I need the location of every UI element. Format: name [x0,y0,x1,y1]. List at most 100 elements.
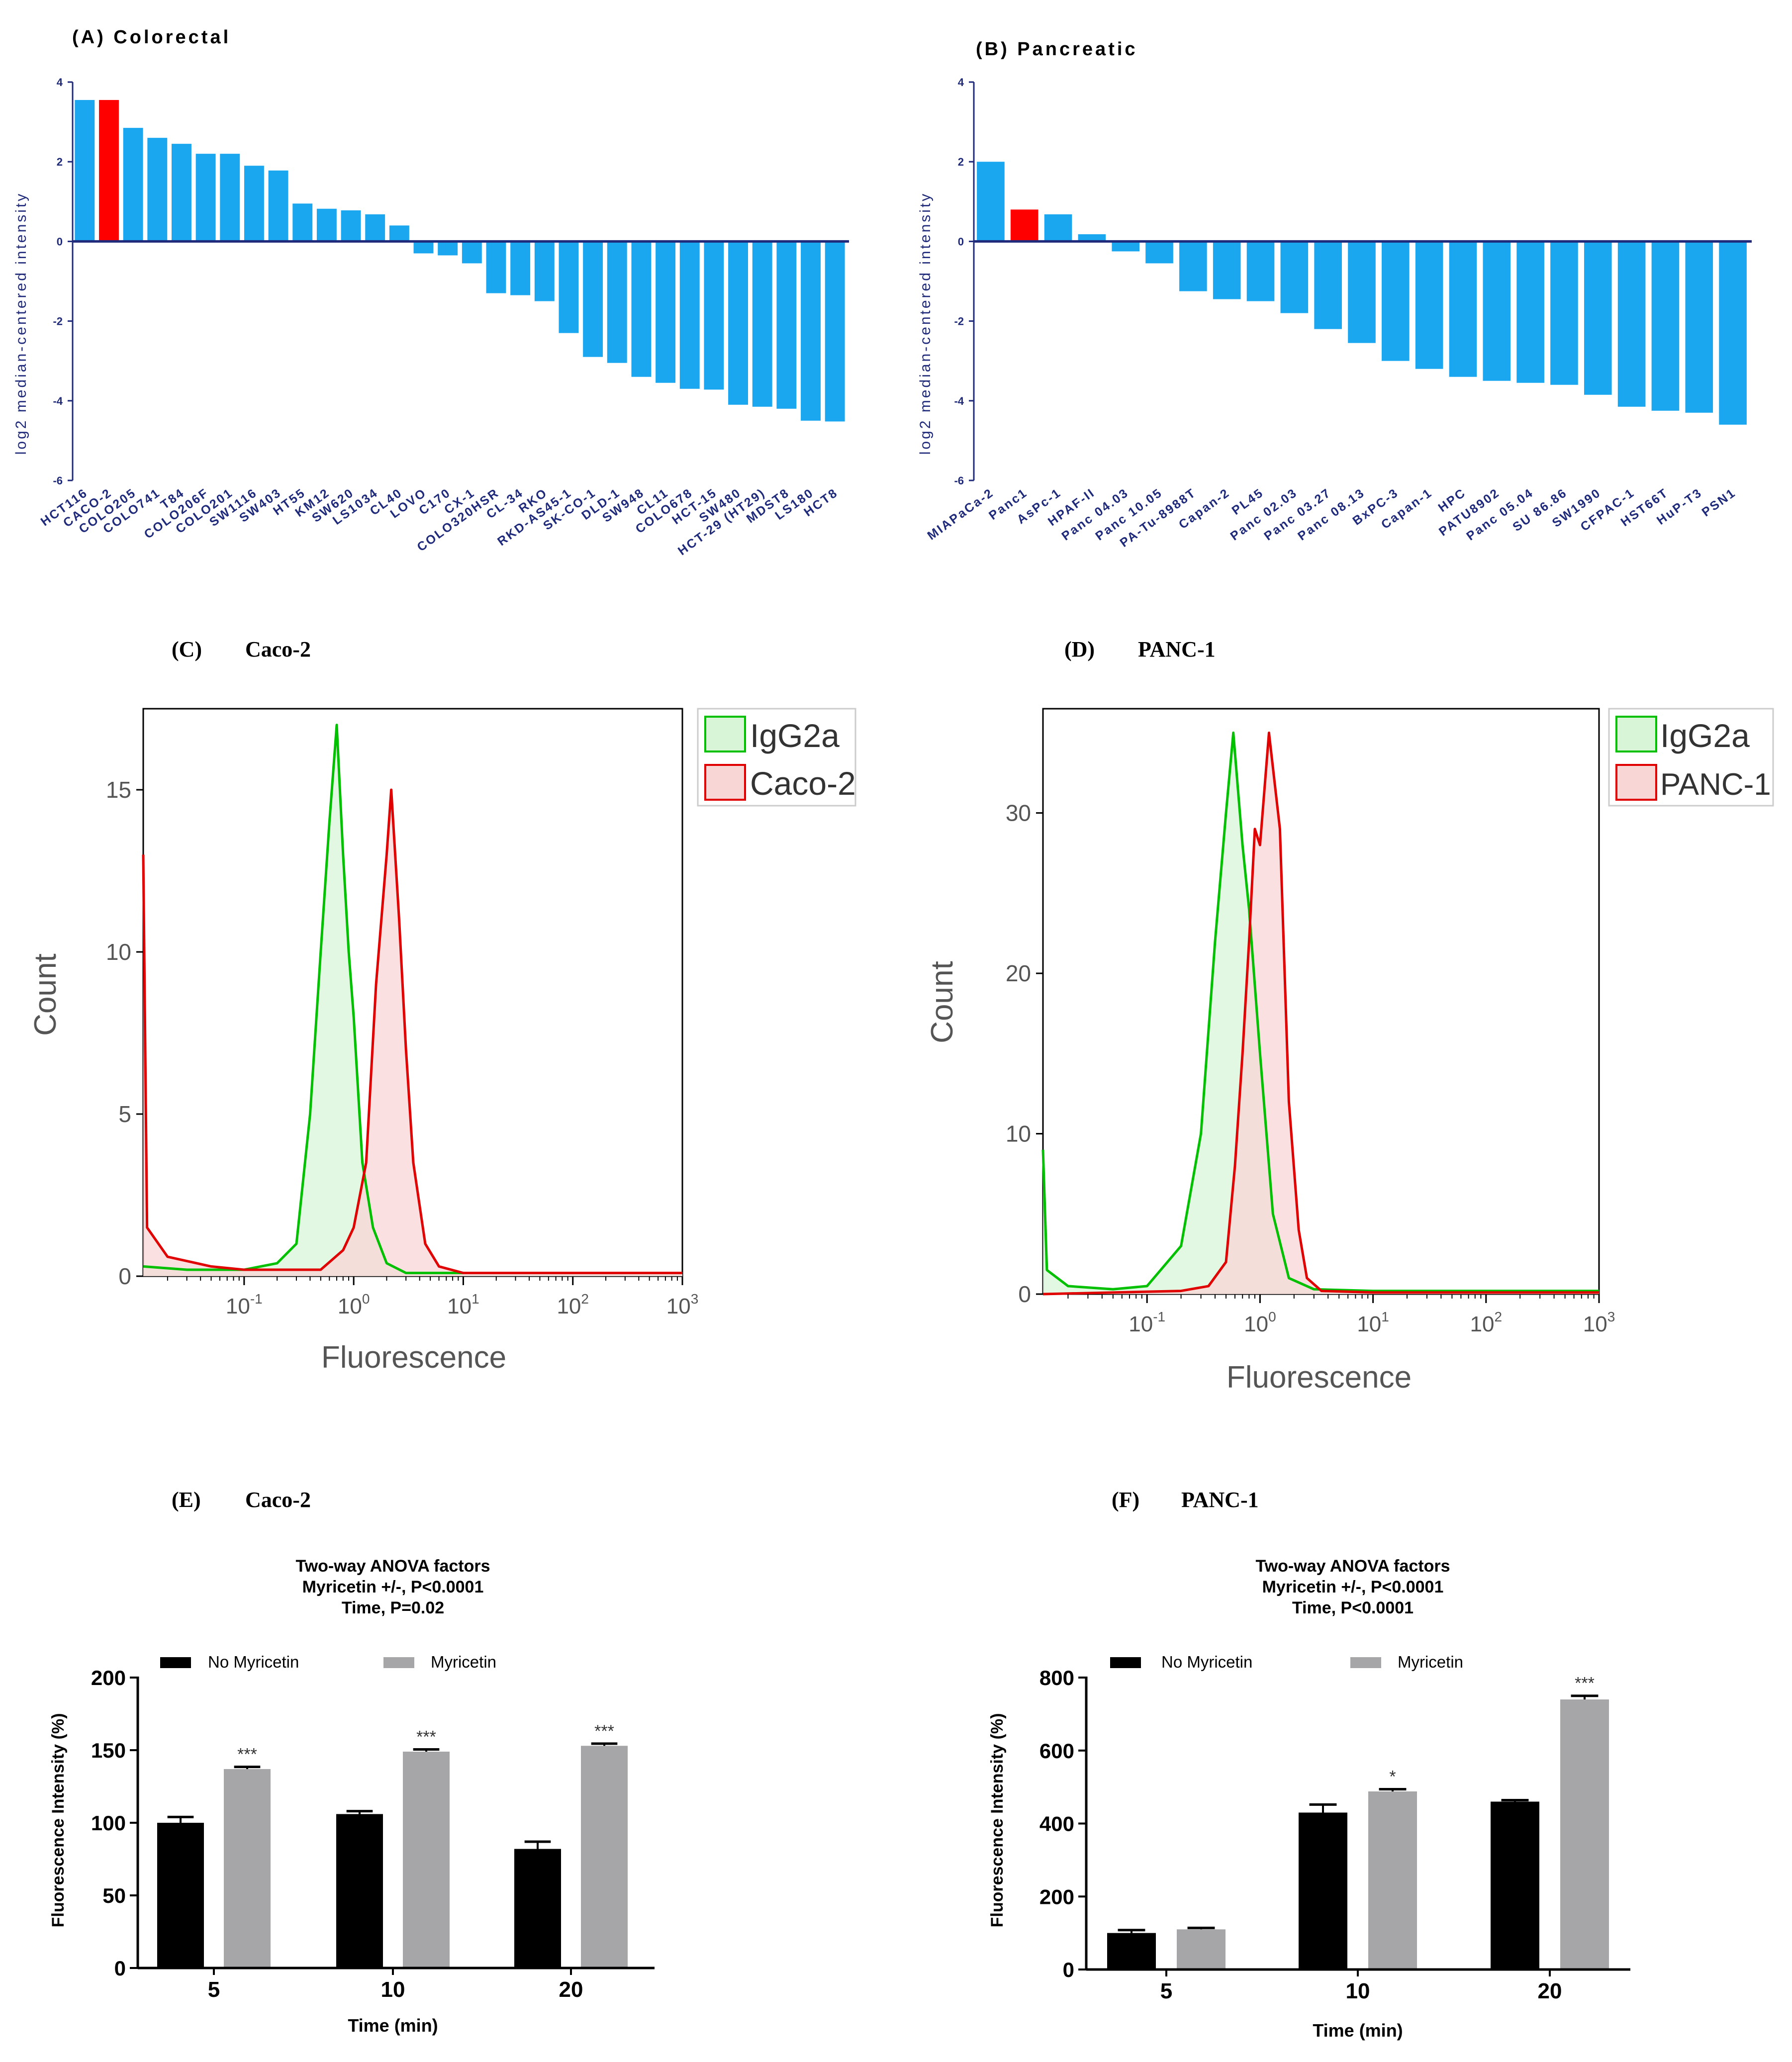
bar-myricetin-20 [1560,1699,1609,1969]
y-tick-label: 0 [1018,1281,1031,1307]
y-tick-label: 150 [91,1739,126,1762]
significance-mark-20: *** [594,1722,614,1741]
bar-no-myricetin-20 [514,1849,561,1968]
panel-e-legend: No Myricetin Myricetin [160,1653,496,1671]
bar-pl45 [1246,241,1275,301]
bar-colo320hsr [486,241,506,293]
x-tick-label-5: 5 [208,1977,220,2002]
bar-patu8902 [1483,241,1511,381]
panel-b-y-ticks: 4 2 0 -2 -4 -6 [954,76,1752,487]
panel-f-legend: No Myricetin Myricetin [1110,1653,1463,1671]
bar-panc1 [1010,209,1038,242]
bar-dld-1 [607,241,627,363]
x-tick-label: 103 [666,1291,699,1318]
bar-myricetin-5 [224,1769,271,1968]
hist-fill-caco-2 [143,790,682,1276]
x-tick-label: 101 [447,1291,479,1318]
y-tick-label: 400 [1039,1812,1074,1836]
panel-f-stats-line-3: Time, P<0.0001 [1292,1598,1414,1617]
panel-b-title: (B) Pancreatic [976,39,1138,60]
panel-f-title: PANC-1 [1181,1488,1259,1512]
bar-bxpc-3 [1382,241,1410,361]
bar-hup-t3 [1685,241,1713,413]
bar-rkd-as45-1 [559,241,579,333]
significance-mark-20: *** [1575,1674,1595,1693]
bar-panc-05-04 [1516,241,1544,383]
y-tick-label: 0 [114,1957,126,1980]
bar-rko [534,241,555,301]
panel-e-stats-line-1: Two-way ANOVA factors [295,1557,490,1576]
bar-no-myricetin-20 [1491,1801,1539,1969]
panel-d-title: PANC-1 [1138,637,1216,661]
x-tick-label: 100 [1244,1309,1276,1336]
panel-d-legend-igg2a-swatch [1615,716,1657,752]
x-tick-label-20: 20 [559,1977,583,2002]
panel-e-legend-myricetin-swatch [383,1657,414,1668]
bar-hst66t [1651,241,1680,411]
bar-no-myricetin-5 [157,1823,204,1968]
panel-c-title: Caco-2 [245,637,311,661]
bar-km12 [316,208,337,242]
bar-capan-2 [1213,241,1241,299]
hist-outline-caco-2 [142,788,682,1274]
panel-d-label: (D) [1064,637,1095,661]
bar-cfpac-1 [1617,241,1646,407]
bar-hct8 [825,241,845,422]
bar-colo678 [679,241,700,389]
panel-e-plot: *** *** *** 0 50 100 150 200 5 10 20 [91,1666,655,2002]
panel-b-bars [977,162,1747,425]
panel-d: (D) PANC-1 Count Fluorescence 0 10 20 30 10-… [925,637,1774,1395]
bar-mdst8 [776,241,797,409]
panel-f-label: (F) [1112,1488,1139,1512]
bar-ls180 [801,241,821,421]
x-tick-label: 103 [1583,1309,1615,1336]
bar-cl-34 [510,241,531,295]
y-tick-label: 2 [57,156,63,168]
bar-sw1116 [244,166,264,242]
x-tick-label: 102 [557,1291,589,1318]
bar-pa-tu-8988t [1179,241,1207,291]
x-tick-label: 10-1 [1129,1309,1165,1336]
bar-hpaf-ii [1078,234,1106,242]
panel-e-ylabel: Fluorescence Intensity (%) [49,1713,68,1928]
y-tick-label: 4 [958,76,964,89]
panel-a-y-ticks: 4 2 0 -2 -4 -6 [53,76,849,487]
bar-t84 [172,144,191,242]
panel-d-legend-igg2a-label: IgG2a [1660,717,1750,754]
bar-panc-02-03 [1280,241,1309,313]
bar-hct-15 [704,241,724,390]
panel-e: (E) Caco-2 Two-way ANOVA factors Myricet… [49,1488,655,2036]
hist-outline-igg2a [1041,731,1599,1293]
panel-a-ylabel: log2 median-centered intensity [13,192,29,455]
x-tick-label-5: 5 [1160,1979,1172,2003]
panel-c-legend-caco2-label: Caco-2 [750,765,856,802]
panel-f-legend-myricetin-swatch [1350,1657,1381,1668]
y-tick-label: -4 [954,395,964,407]
bar-myricetin-5 [1177,1929,1226,1969]
bar-panc-10-05 [1145,241,1173,264]
x-tick-label: 10-1 [226,1291,263,1318]
y-tick-label: 20 [1006,960,1031,986]
bar-sw403 [268,170,288,242]
y-tick-label: -6 [53,474,63,487]
panel-e-stats-line-3: Time, P=0.02 [342,1598,444,1617]
panel-e-label: (E) [172,1488,201,1512]
bar-sw948 [631,241,652,377]
bar-hct116 [75,100,95,242]
y-tick-label: 0 [1063,1958,1074,1981]
x-tick-label: 101 [1357,1309,1389,1336]
y-tick-label: 10 [106,939,131,965]
bar-hpc [1449,241,1477,377]
panel-d-legend: IgG2a PANC-1 [1608,708,1774,807]
significance-mark-5: *** [237,1745,257,1764]
bar-panc-04-03 [1112,241,1140,252]
panel-f-stats-line-2: Myricetin +/-, P<0.0001 [1262,1578,1444,1596]
hist-outline-igg2a [143,724,682,1274]
bar-cl40 [389,225,409,242]
panel-c-legend-caco2-swatch [704,764,746,801]
x-tick-label-20: 20 [1538,1979,1562,2003]
bar-cx-1 [462,241,482,264]
panel-f-xlabel: Time (min) [1313,2020,1403,2041]
panel-c-legend-igg2a-swatch [704,716,746,752]
bar-sk-co-1 [583,241,603,357]
